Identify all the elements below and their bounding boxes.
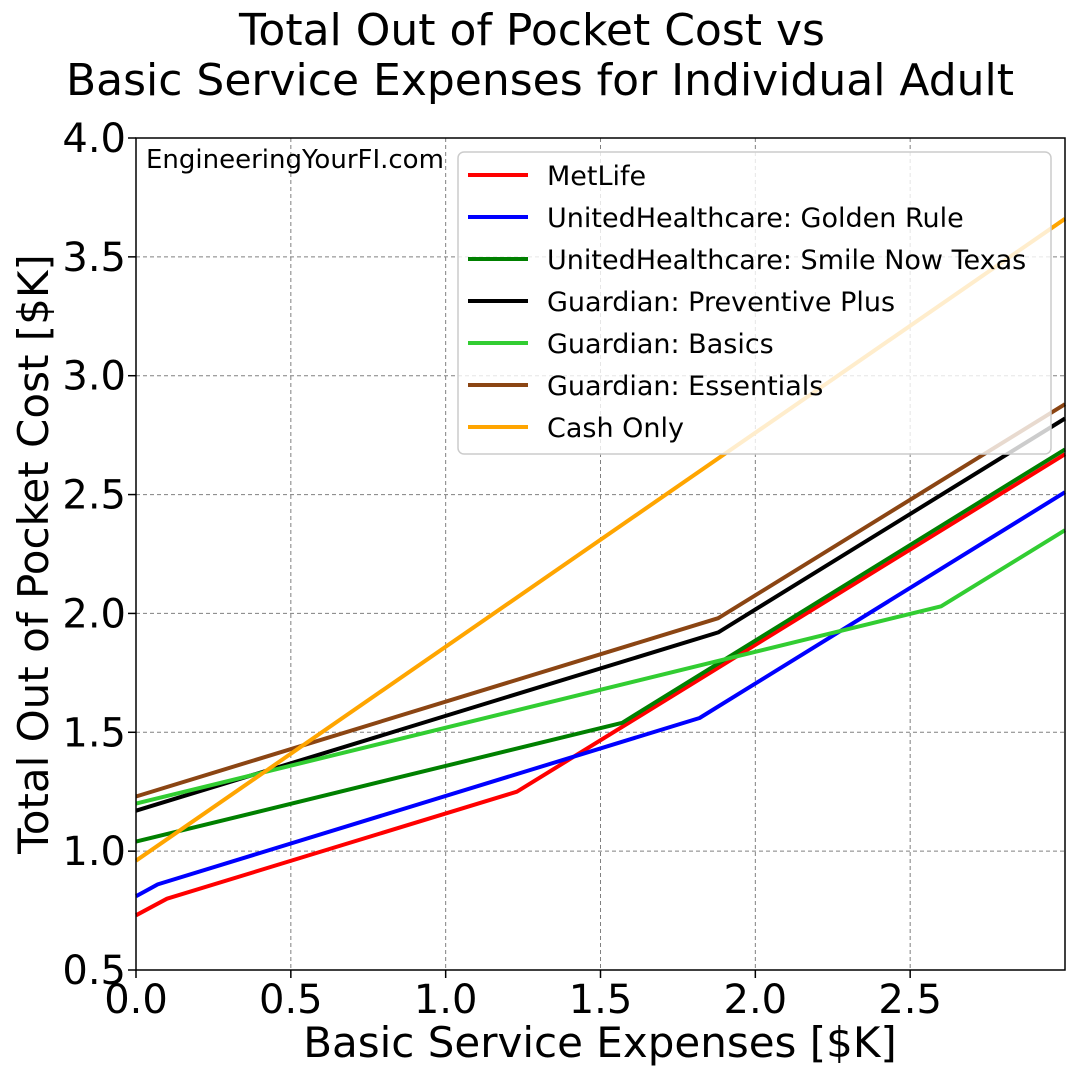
x-tick-label: 1.5 <box>569 977 633 1023</box>
y-axis-label: Total Out of Pocket Cost [$K] <box>9 254 58 855</box>
y-tick-label: 0.5 <box>62 948 126 994</box>
series-line <box>135 490 1067 899</box>
legend-entry-label: UnitedHealthcare: Smile Now Texas <box>547 245 1026 276</box>
y-axis-ticks: 0.5 1.0 1.5 2.0 2.5 3.0 3.5 4.0 <box>62 116 136 994</box>
x-tick-label: 2.5 <box>878 977 942 1023</box>
legend-entry-label: MetLife <box>547 161 646 192</box>
series-lines <box>134 217 1067 918</box>
x-tick-label: 2.0 <box>724 977 788 1023</box>
series-line <box>135 528 1067 806</box>
chart-title-line1: Total Out of Pocket Cost vs <box>238 5 825 56</box>
x-axis-ticks: 0.0 0.5 1.0 1.5 2.0 2.5 <box>104 970 942 1023</box>
series-line <box>135 416 1067 813</box>
x-axis-label: Basic Service Expenses [$K] <box>303 1018 897 1067</box>
y-tick-label: 3.5 <box>62 235 126 281</box>
series-line <box>135 452 1067 918</box>
legend-entry-label: UnitedHealthcare: Golden Rule <box>547 203 964 234</box>
y-tick-label: 1.5 <box>62 710 126 756</box>
legend-entry-label: Guardian: Preventive Plus <box>547 287 895 318</box>
series-line <box>135 447 1067 844</box>
chart-title-line2: Basic Service Expenses for Individual Ad… <box>66 55 1014 106</box>
watermark-annotation: EngineeringYourFI.com <box>146 145 444 175</box>
x-tick-label: 0.5 <box>259 977 323 1023</box>
y-tick-label: 4.0 <box>62 116 126 162</box>
legend-entry-label: Guardian: Basics <box>547 329 774 360</box>
legend: MetLife UnitedHealthcare: Golden Rule Unit… <box>457 151 1052 455</box>
y-tick-label: 1.0 <box>62 829 126 875</box>
y-tick-label: 2.0 <box>62 591 126 637</box>
y-tick-label: 2.5 <box>62 473 126 519</box>
legend-entry-label: Guardian: Essentials <box>547 371 823 402</box>
series-line <box>135 402 1067 799</box>
x-tick-label: 0.0 <box>104 977 168 1023</box>
legend-box <box>457 151 1052 455</box>
x-tick-label: 1.0 <box>414 977 478 1023</box>
legend-entry-label: Cash Only <box>547 413 684 444</box>
y-tick-label: 3.0 <box>62 354 126 400</box>
